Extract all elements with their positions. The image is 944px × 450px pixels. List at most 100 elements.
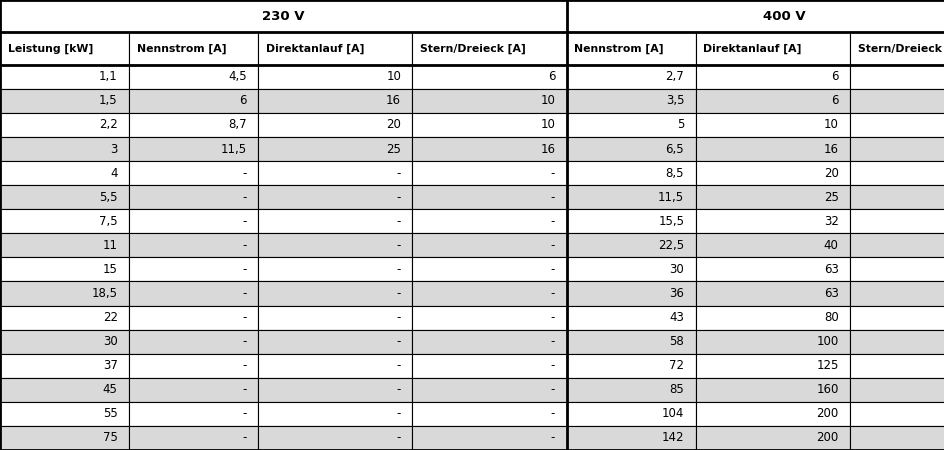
Text: -: - (550, 359, 555, 372)
Text: -: - (242, 215, 246, 228)
Bar (695, 378, 849, 402)
Bar (412, 113, 565, 137)
Text: 160: 160 (816, 383, 838, 396)
Bar (0, 0, 565, 32)
Bar (850, 65, 944, 89)
Text: -: - (242, 359, 246, 372)
Text: -: - (550, 239, 555, 252)
Bar (695, 32, 849, 65)
Bar (412, 233, 565, 257)
Text: 6: 6 (831, 94, 838, 108)
Text: 18,5: 18,5 (92, 287, 118, 300)
Text: -: - (396, 215, 400, 228)
Text: -: - (550, 432, 555, 445)
Bar (128, 89, 258, 113)
Bar (850, 378, 944, 402)
Bar (850, 354, 944, 378)
Text: 20: 20 (823, 166, 838, 180)
Text: 6: 6 (239, 94, 246, 108)
Bar (565, 137, 695, 161)
Bar (412, 65, 565, 89)
Text: -: - (550, 263, 555, 276)
Text: -: - (396, 191, 400, 204)
Text: 20: 20 (386, 118, 400, 131)
Text: 5: 5 (676, 118, 683, 131)
Bar (128, 65, 258, 89)
Text: -: - (396, 263, 400, 276)
Text: 2,2: 2,2 (99, 118, 118, 131)
Bar (565, 257, 695, 282)
Text: 11: 11 (103, 239, 118, 252)
Bar (565, 32, 695, 65)
Bar (695, 402, 849, 426)
Bar (850, 89, 944, 113)
Text: 55: 55 (103, 407, 118, 420)
Text: 10: 10 (386, 70, 400, 83)
Bar (258, 113, 412, 137)
Bar (0, 329, 128, 354)
Bar (0, 209, 128, 233)
Text: 63: 63 (823, 287, 838, 300)
Bar (258, 282, 412, 306)
Bar (695, 185, 849, 209)
Bar (565, 185, 695, 209)
Bar (258, 65, 412, 89)
Bar (0, 233, 128, 257)
Bar (0, 426, 128, 450)
Text: -: - (396, 383, 400, 396)
Text: -: - (242, 166, 246, 180)
Text: Nennstrom [A]: Nennstrom [A] (574, 44, 663, 54)
Text: -: - (396, 335, 400, 348)
Bar (128, 282, 258, 306)
Bar (565, 113, 695, 137)
Bar (0, 32, 128, 65)
Text: 104: 104 (661, 407, 683, 420)
Bar (850, 306, 944, 329)
Text: -: - (242, 432, 246, 445)
Bar (850, 402, 944, 426)
Text: -: - (396, 166, 400, 180)
Text: -: - (396, 359, 400, 372)
Text: 72: 72 (668, 359, 683, 372)
Text: Direktanlauf [A]: Direktanlauf [A] (265, 44, 363, 54)
Bar (850, 282, 944, 306)
Text: 32: 32 (823, 215, 838, 228)
Bar (695, 65, 849, 89)
Bar (128, 209, 258, 233)
Bar (565, 402, 695, 426)
Text: -: - (242, 263, 246, 276)
Text: Direktanlauf [A]: Direktanlauf [A] (702, 44, 801, 54)
Bar (0, 113, 128, 137)
Text: 25: 25 (386, 143, 400, 156)
Text: 4: 4 (110, 166, 118, 180)
Bar (850, 137, 944, 161)
Bar (258, 137, 412, 161)
Text: 58: 58 (668, 335, 683, 348)
Text: -: - (550, 407, 555, 420)
Text: 3,5: 3,5 (665, 94, 683, 108)
Text: -: - (242, 407, 246, 420)
Bar (128, 426, 258, 450)
Bar (128, 137, 258, 161)
Text: 45: 45 (103, 383, 118, 396)
Text: 6: 6 (831, 70, 838, 83)
Text: 16: 16 (823, 143, 838, 156)
Bar (128, 161, 258, 185)
Text: 6: 6 (548, 70, 555, 83)
Text: -: - (242, 239, 246, 252)
Bar (695, 161, 849, 185)
Bar (565, 89, 695, 113)
Text: -: - (242, 335, 246, 348)
Bar (695, 329, 849, 354)
Text: -: - (242, 287, 246, 300)
Text: 200: 200 (816, 432, 838, 445)
Text: 37: 37 (103, 359, 118, 372)
Bar (258, 329, 412, 354)
Text: 16: 16 (540, 143, 555, 156)
Bar (565, 161, 695, 185)
Bar (850, 185, 944, 209)
Text: 3: 3 (110, 143, 118, 156)
Text: 80: 80 (823, 311, 838, 324)
Bar (258, 306, 412, 329)
Text: 10: 10 (540, 94, 555, 108)
